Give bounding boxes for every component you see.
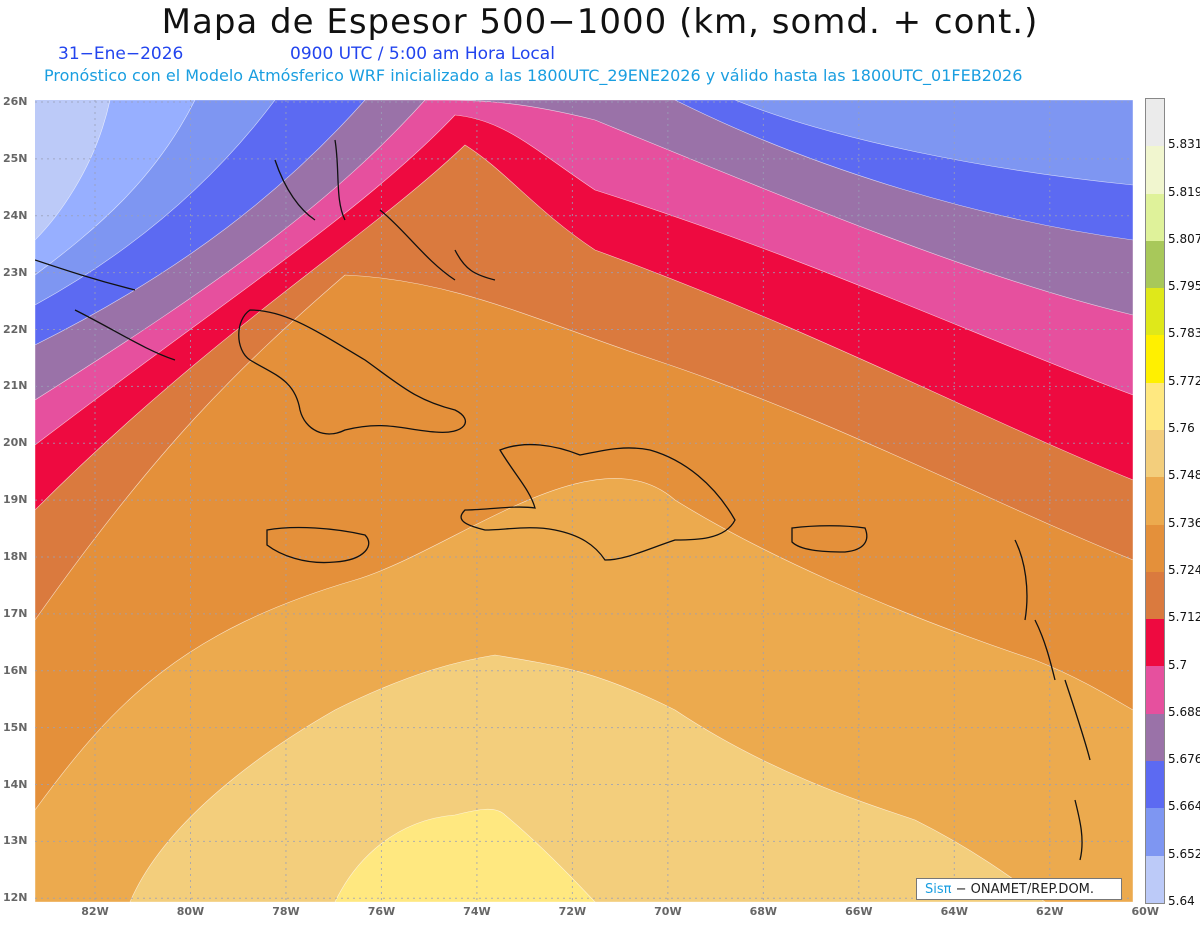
colorbar-segment (1146, 760, 1164, 809)
colorbar-label: 5.652 (1168, 846, 1200, 861)
colorbar-segment (1146, 382, 1164, 430)
colorbar-segment (1146, 193, 1164, 241)
lat-label: 24N (3, 208, 28, 222)
coastlines (35, 139, 1091, 861)
lon-label: 60W (1131, 905, 1159, 918)
credit-brand: Sisπ (925, 882, 952, 897)
lon-label: 70W (654, 905, 682, 918)
colorbar-label: 5.795 (1168, 279, 1200, 294)
lat-label: 21N (3, 379, 28, 393)
colorbar-label: 5.831 (1168, 137, 1200, 152)
lat-label: 26N (3, 95, 28, 108)
lon-label: 66W (845, 905, 873, 918)
jamaica-coast (266, 526, 370, 564)
lon-label: 82W (81, 905, 109, 918)
colorbar-label: 5.724 (1168, 562, 1200, 577)
lat-label: 19N (3, 493, 28, 507)
lesser-antilles-coast (1014, 539, 1091, 861)
lat-label: 22N (3, 322, 28, 336)
colorbar-label: 5.712 (1168, 610, 1200, 625)
colorbar-label: 5.676 (1168, 752, 1200, 767)
colorbar-segment (1146, 855, 1164, 903)
lon-label: 80W (176, 905, 205, 918)
colorbar-segment (1146, 429, 1164, 478)
bahamas-coast (274, 139, 496, 281)
colorbar-label: 5.688 (1168, 704, 1200, 719)
colorbar-segment (1146, 477, 1164, 525)
hispaniola-coast (460, 443, 736, 561)
lon-label: 78W (272, 905, 300, 918)
lat-label: 15N (3, 720, 28, 734)
lat-label: 16N (3, 663, 28, 677)
colorbar-segment (1146, 713, 1164, 761)
colorbar-label: 5.807 (1168, 231, 1200, 246)
colorbar-segment (1146, 146, 1164, 194)
lat-label: 12N (3, 891, 28, 905)
colorbar-segment (1146, 619, 1164, 667)
colorbar-label: 5.664 (1168, 799, 1200, 814)
forecast-time: 0900 UTC / 5:00 am Hora Local (290, 44, 555, 64)
lat-label: 13N (3, 834, 28, 848)
colorbar-label: 5.76 (1168, 421, 1195, 436)
lon-label: 76W (367, 905, 396, 918)
lat-label: 23N (3, 265, 28, 279)
lon-label: 74W (463, 905, 491, 918)
colorbar-label: 5.64 (1168, 894, 1195, 908)
colorbar-segment (1146, 808, 1164, 856)
lon-label: 62W (1036, 905, 1064, 918)
colorbar-label: 5.7 (1168, 657, 1188, 672)
lat-label: 14N (3, 777, 28, 791)
colorbar-segment (1146, 524, 1164, 572)
forecast-date: 31−Ene−2026 (58, 44, 184, 64)
puerto-rico-coast (791, 525, 868, 553)
colorbar-label: 5.748 (1168, 468, 1200, 483)
map-title: Mapa de Espesor 500−1000 (km, somd. + co… (161, 2, 1039, 42)
credit-text: − ONAMET/REP.DOM. (955, 882, 1095, 897)
colorbar-label: 5.736 (1168, 515, 1200, 530)
colorbar-segment (1146, 240, 1164, 289)
colorbar-label: 5.783 (1168, 326, 1200, 341)
colorbar (1145, 98, 1165, 904)
colorbar-segment (1146, 335, 1164, 383)
model-info: Pronóstico con el Modelo Atmósferico WRF… (44, 66, 1023, 85)
thickness-band (334, 808, 596, 902)
cuba-coast (238, 309, 467, 435)
lat-label: 25N (3, 151, 28, 165)
colorbar-label: 5.819 (1168, 184, 1200, 199)
lon-label: 64W (940, 905, 969, 918)
colorbar-segment (1146, 99, 1164, 147)
colorbar-label: 5.772 (1168, 373, 1200, 388)
lon-label: 68W (749, 905, 778, 918)
graticule (35, 100, 1133, 902)
colorbar-segment (1146, 288, 1164, 336)
colorbar-segment (1146, 666, 1164, 714)
thickness-map (35, 100, 1133, 902)
lat-label: 20N (3, 436, 28, 450)
thickness-band (129, 654, 1046, 902)
lat-label: 18N (3, 550, 28, 564)
lat-label: 17N (3, 606, 28, 620)
lon-label: 72W (558, 905, 587, 918)
florida-coast (35, 259, 176, 361)
colorbar-segment (1146, 571, 1164, 620)
credit-box: Sisπ − ONAMET/REP.DOM. (916, 878, 1122, 900)
